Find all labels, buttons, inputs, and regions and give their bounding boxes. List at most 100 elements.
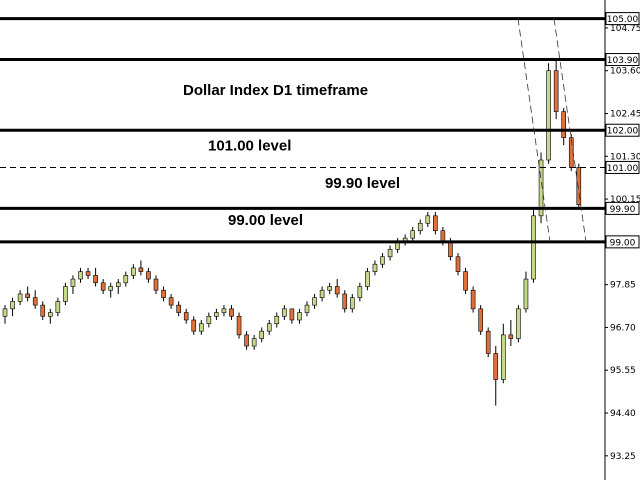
candle-body [417,222,423,231]
candle [274,312,280,328]
candle [17,290,23,306]
y-tick-label: 95.55 [610,366,636,376]
candle-body [304,304,310,313]
candle-body [508,334,514,339]
candle [508,320,514,347]
candle [161,286,166,302]
candle-body [478,308,483,332]
candle-body [191,319,197,332]
candle-body [568,137,574,168]
candle [244,331,249,350]
candle-body [546,70,551,161]
candle [319,286,325,302]
candle [183,308,189,324]
candle [10,297,15,317]
candle-body [297,312,302,321]
candle [229,305,234,320]
candle [553,59,559,120]
candle-body [78,271,83,280]
level-line: 103.90 [0,53,640,67]
annotation-label: 101.00 level [208,138,291,155]
y-tick: 100.15 [605,195,640,205]
y-tick: 93.25 [605,452,636,462]
candle-body [387,249,393,258]
annotations-layer: Dollar Index D1 timeframe 101.00 level 99.… [183,82,400,229]
candle [93,267,98,287]
candle-body [440,230,446,243]
level-price-tag [605,201,640,215]
candle-body [85,271,91,276]
candle [251,334,257,350]
y-tick-label: 100.15 [610,195,640,205]
y-tick: 101.30 [605,152,640,162]
candle [40,301,46,320]
candle [146,267,151,283]
candle-body [115,282,121,287]
y-tick: 103.60 [605,67,640,77]
candle [289,308,295,324]
candle [516,305,521,343]
y-tick-label: 103.60 [610,67,640,77]
candle [349,293,355,313]
candle [85,267,91,280]
level-price-label: 99.90 [610,205,636,215]
candle [357,282,363,302]
y-tick: 97.85 [605,281,636,291]
candle-body [168,297,174,306]
candle [108,282,113,298]
candle-body [161,289,166,298]
candle-body [342,293,348,310]
candle-body [448,241,453,258]
candle-body [131,267,136,276]
candle [380,253,385,268]
candle [176,301,181,317]
candle [372,260,378,276]
candle-body [55,301,61,313]
candle [327,282,332,294]
candle-body [372,263,378,272]
candle-body [538,159,544,217]
y-tick-label: 102.45 [610,109,640,119]
candle [206,312,212,328]
y-tick: 102.45 [605,109,640,119]
candle-body [576,167,582,205]
candle [546,63,551,164]
candle [266,320,272,335]
candle [561,107,567,146]
candle-body [349,297,355,310]
candle-body [282,308,287,317]
y-tick-label: 94.40 [610,409,636,419]
candle-body [523,278,529,310]
candle-body [47,312,53,317]
candle-body [259,330,265,339]
candle-body [289,308,295,321]
candle-body [266,323,272,332]
level-line: 102.00 [0,123,640,137]
candle [214,308,219,320]
level-price-label: 102.00 [607,127,639,137]
candles-layer [2,59,582,406]
y-tick: 94.40 [605,409,636,419]
candle-body [327,286,332,291]
candle [236,312,242,339]
candle [523,271,529,313]
candle-body [463,271,468,291]
candle-body [312,297,317,306]
candle-body [516,308,521,339]
candle [115,279,121,294]
annotation-label: 99.90 level [325,175,400,192]
candle-body [63,286,68,302]
candle-body [334,286,340,295]
level-price-tag [605,160,640,174]
channel-line-right [553,18,587,242]
candle [282,305,287,320]
candle [304,301,310,317]
candle [25,286,30,302]
y-tick-label: 101.30 [610,152,640,162]
candle-body [244,334,249,347]
candle [123,271,129,287]
y-tick: 104.75 [605,24,640,34]
y-tick: 95.55 [605,366,636,376]
candle-body [274,315,280,325]
